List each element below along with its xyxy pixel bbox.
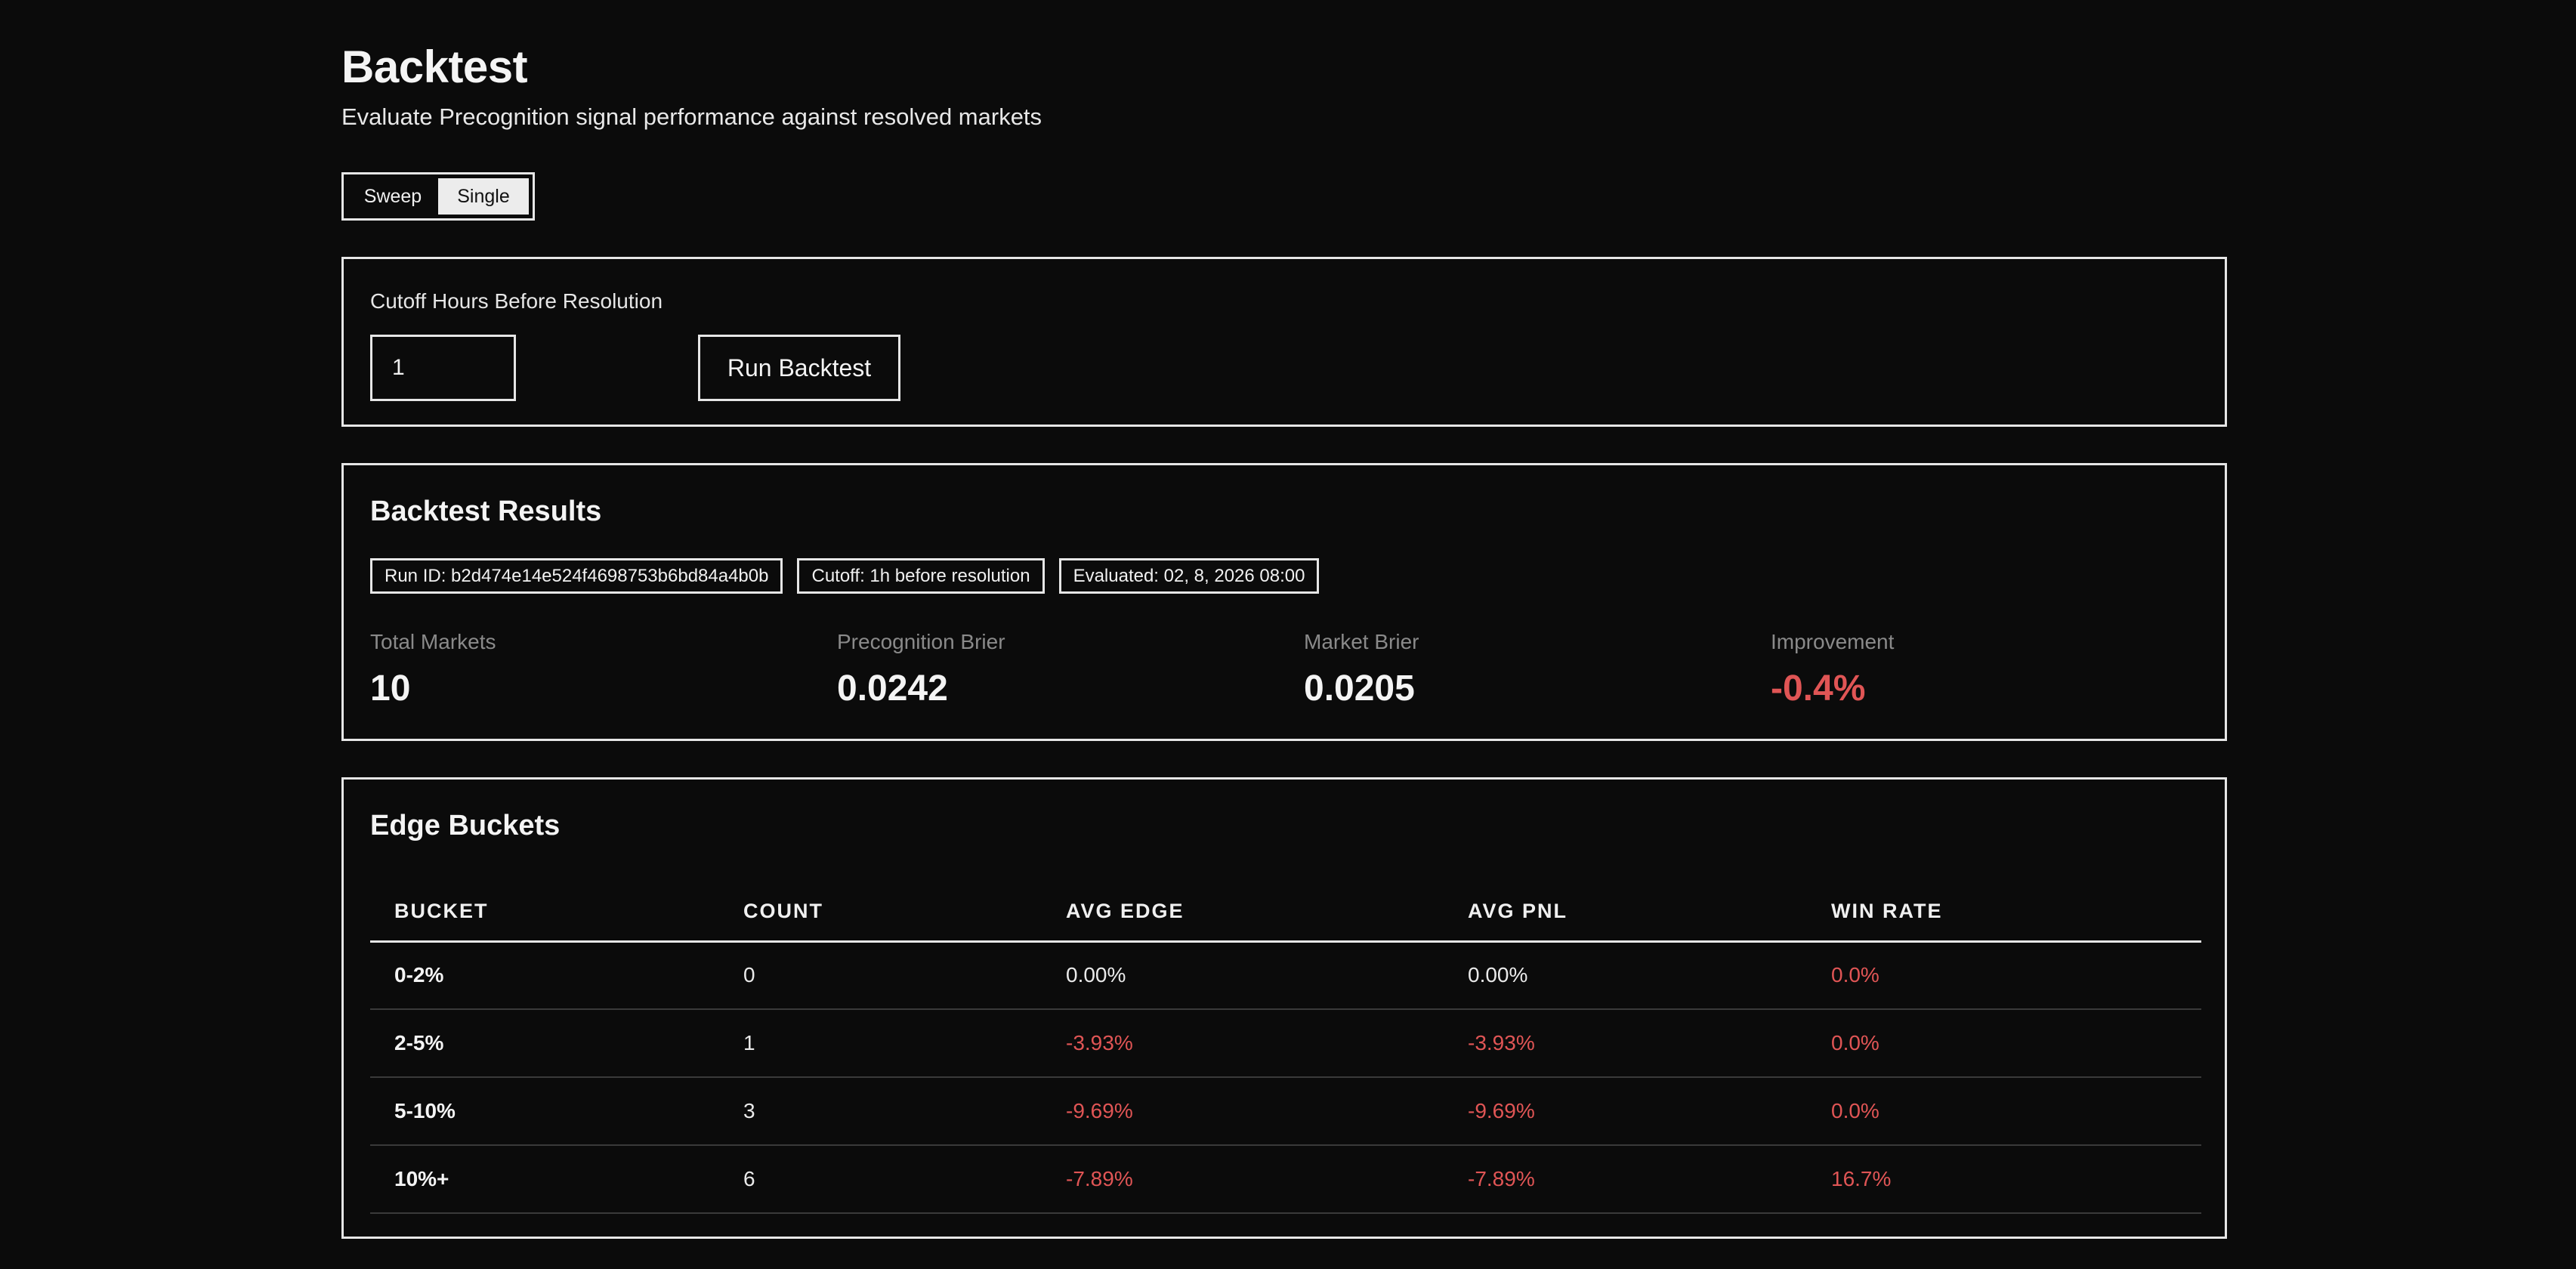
table-header-row: BUCKET COUNT AVG EDGE AVG PNL WIN RATE: [370, 882, 2201, 943]
edge-buckets-table: BUCKET COUNT AVG EDGE AVG PNL WIN RATE 0…: [370, 882, 2201, 1214]
mode-toggle: Sweep Single: [341, 172, 535, 221]
run-backtest-button[interactable]: Run Backtest: [698, 335, 900, 401]
run-id-chip: Run ID: b2d474e14e524f4698753b6bd84a4b0b: [370, 558, 783, 594]
cutoff-chip: Cutoff: 1h before resolution: [797, 558, 1045, 594]
bucket-cell: 10%+: [370, 1145, 719, 1214]
avg-pnl-cell: -7.89%: [1444, 1145, 1807, 1214]
count-cell: 3: [719, 1077, 1042, 1146]
bucket-cell: 0-2%: [370, 941, 719, 1010]
stat-label: Market Brier: [1304, 630, 1419, 653]
avg-pnl-cell: 0.00%: [1444, 941, 1807, 1010]
column-header-avg-pnl: AVG PNL: [1444, 882, 1807, 943]
column-header-bucket: BUCKET: [370, 882, 719, 943]
page-title: Backtest: [341, 42, 528, 92]
stat-label: Precognition Brier: [837, 630, 1005, 653]
win-rate-cell: 0.0%: [1807, 1009, 2201, 1078]
column-header-avg-edge: AVG EDGE: [1042, 882, 1444, 943]
count-cell: 1: [719, 1009, 1042, 1078]
avg-pnl-cell: -3.93%: [1444, 1009, 1807, 1078]
backtest-config-panel: Cutoff Hours Before Resolution Run Backt…: [341, 257, 2227, 427]
stat-label: Total Markets: [370, 630, 496, 653]
count-cell: 6: [719, 1145, 1042, 1214]
table-row: 5-10% 3 -9.69% -9.69% 0.0%: [370, 1077, 2201, 1146]
edge-buckets-heading: Edge Buckets: [370, 810, 561, 841]
stat-total-markets: Total Markets 10: [370, 630, 496, 709]
win-rate-cell: 0.0%: [1807, 941, 2201, 1010]
stat-value: 10: [370, 668, 411, 709]
backtest-results-panel: Backtest Results Run ID: b2d474e14e524f4…: [341, 463, 2227, 741]
avg-edge-cell: 0.00%: [1042, 941, 1444, 1010]
win-rate-cell: 0.0%: [1807, 1077, 2201, 1146]
avg-edge-cell: -7.89%: [1042, 1145, 1444, 1214]
win-rate-cell: 16.7%: [1807, 1145, 2201, 1214]
bucket-cell: 5-10%: [370, 1077, 719, 1146]
stat-value: -0.4%: [1771, 668, 1866, 709]
stat-market-brier: Market Brier 0.0205: [1304, 630, 1419, 709]
count-cell: 0: [719, 941, 1042, 1010]
avg-edge-cell: -9.69%: [1042, 1077, 1444, 1146]
table-row: 2-5% 1 -3.93% -3.93% 0.0%: [370, 1009, 2201, 1078]
avg-pnl-cell: -9.69%: [1444, 1077, 1807, 1146]
results-heading: Backtest Results: [370, 496, 602, 527]
page-subtitle: Evaluate Precognition signal performance…: [341, 103, 1042, 130]
stat-label: Improvement: [1771, 630, 1895, 653]
stat-improvement: Improvement -0.4%: [1771, 630, 1894, 709]
mode-option-single[interactable]: Single: [438, 178, 529, 215]
column-header-win-rate: WIN RATE: [1807, 882, 2201, 943]
avg-edge-cell: -3.93%: [1042, 1009, 1444, 1078]
column-header-count: COUNT: [719, 882, 1042, 943]
stat-value: 0.0242: [837, 668, 948, 709]
stat-value: 0.0205: [1304, 668, 1415, 709]
results-meta-chips: Run ID: b2d474e14e524f4698753b6bd84a4b0b…: [370, 558, 1320, 594]
edge-buckets-panel: Edge Buckets BUCKET COUNT AVG EDGE AVG P…: [341, 777, 2227, 1239]
evaluated-chip: Evaluated: 02, 8, 2026 08:00: [1058, 558, 1320, 594]
cutoff-hours-input[interactable]: [370, 335, 516, 401]
cutoff-hours-label: Cutoff Hours Before Resolution: [370, 289, 663, 313]
stat-precognition-brier: Precognition Brier 0.0242: [837, 630, 1005, 709]
bucket-cell: 2-5%: [370, 1009, 719, 1078]
mode-option-sweep[interactable]: Sweep: [363, 185, 422, 207]
table-row: 0-2% 0 0.00% 0.00% 0.0%: [370, 941, 2201, 1010]
table-row: 10%+ 6 -7.89% -7.89% 16.7%: [370, 1145, 2201, 1214]
